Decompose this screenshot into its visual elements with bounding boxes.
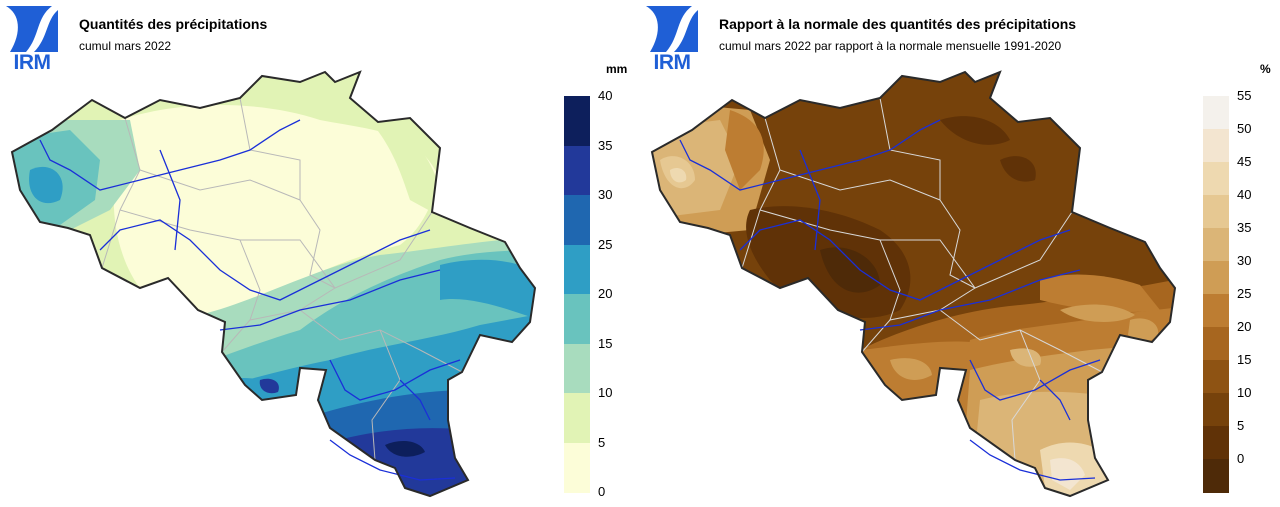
legend-tick-label: 50 <box>1237 121 1252 136</box>
legend-tick-label: 5 <box>598 434 606 450</box>
legend-band <box>1203 162 1229 196</box>
legend-band <box>1203 195 1229 229</box>
map-title: Quantités des précipitations <box>79 16 268 32</box>
legend-tick-label: 40 <box>598 88 613 103</box>
rivers <box>39 119 461 481</box>
legend-tick-label: 55 <box>1237 88 1252 103</box>
irm-logo: IRM <box>646 6 698 74</box>
irm-logo-mark <box>6 6 58 52</box>
legend-band <box>564 96 590 146</box>
legend-tick-label: 10 <box>1237 385 1252 400</box>
ratio-map-panel: IRM Rapport à la normale des quantités d… <box>640 0 1280 507</box>
legend-band <box>564 195 590 245</box>
legend-tick-label: 20 <box>598 286 613 301</box>
legend-band <box>564 393 590 443</box>
legend-band <box>1203 327 1229 361</box>
ratio-map <box>650 70 1177 498</box>
legend-band <box>1203 360 1229 394</box>
legend-band <box>1203 129 1229 163</box>
legend-band <box>564 244 590 295</box>
legend-band <box>1203 294 1229 328</box>
map-subtitle: cumul mars 2022 par rapport à la normale… <box>719 39 1062 53</box>
legend-band <box>1203 459 1229 493</box>
legend-band <box>564 442 590 493</box>
country-border <box>10 70 537 498</box>
legend-unit: mm <box>606 62 628 76</box>
legend-band <box>1203 96 1229 130</box>
legend-tick-label: 30 <box>1237 253 1252 268</box>
legend-tick-label: 35 <box>1237 220 1252 235</box>
irm-logo-text: IRM <box>653 51 692 74</box>
legend-tick-label: 35 <box>598 137 613 153</box>
legend-band <box>1203 228 1229 262</box>
rainfall-fill <box>12 72 535 496</box>
map-subtitle: cumul mars 2022 <box>79 39 172 53</box>
precipitation-map-panel: IRM Quantités des précipitations cumul m… <box>6 6 628 499</box>
legend-tick-label: 30 <box>598 187 613 202</box>
legend-band <box>1203 426 1229 460</box>
legend-tick-label: 40 <box>1237 187 1252 202</box>
legend-tick-label: 0 <box>598 484 606 499</box>
legend-colorbar: 55 50 45 40 35 30 25 20 15 10 5 0 <box>1203 89 1251 493</box>
irm-logo: IRM <box>6 6 58 74</box>
legend-tick-label: 25 <box>598 236 613 252</box>
legend-band <box>1203 261 1229 295</box>
legend-band <box>564 145 590 196</box>
irm-logo-mark <box>646 6 698 52</box>
ratio-fill <box>652 72 1175 496</box>
legend-tick-label: 15 <box>1237 352 1252 367</box>
precipitation-map <box>10 70 537 498</box>
legend-tick-label: 0 <box>1237 451 1245 466</box>
map-title: Rapport à la normale des quantités des p… <box>719 16 1077 32</box>
irm-logo-text: IRM <box>13 51 52 74</box>
legend-tick-label: 20 <box>1237 319 1252 334</box>
legend-colorbar: 40 35 30 25 20 15 10 5 0 <box>564 89 612 499</box>
legend-tick-label: 10 <box>598 385 613 400</box>
legend-tick-label: 45 <box>1237 154 1252 169</box>
country-border <box>650 70 1177 498</box>
legend-band <box>564 343 590 394</box>
legend-tick-label: 25 <box>1237 286 1252 301</box>
legend-unit: % <box>1260 62 1271 76</box>
legend-tick-label: 15 <box>598 335 613 351</box>
legend-tick-label: 5 <box>1237 418 1245 433</box>
legend-band <box>1203 393 1229 427</box>
legend-band <box>564 294 590 344</box>
rivers <box>679 119 1101 481</box>
